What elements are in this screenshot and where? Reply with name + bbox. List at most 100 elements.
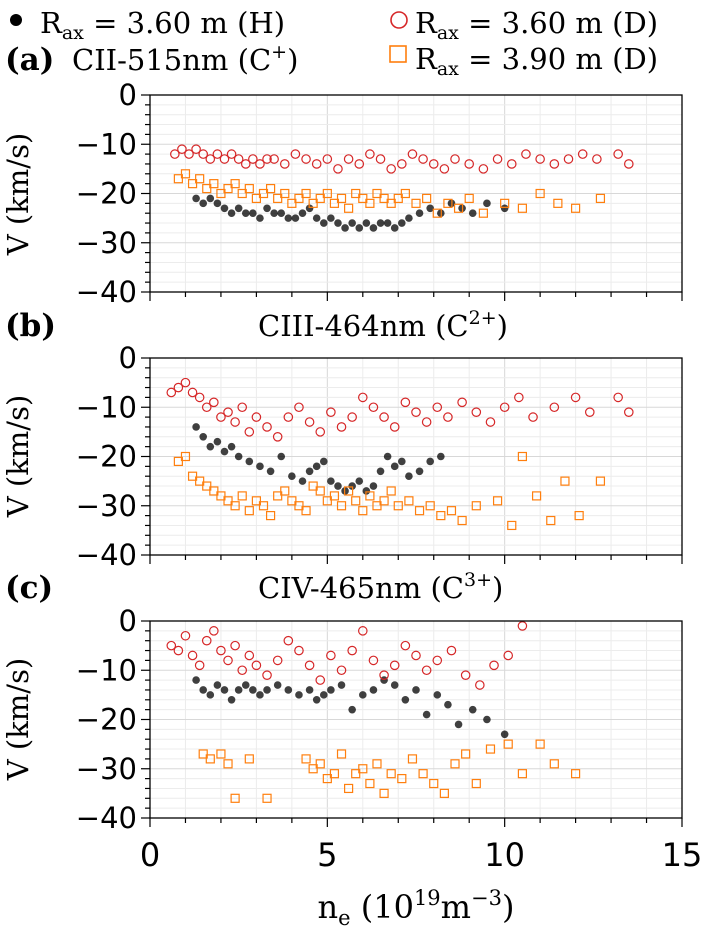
data-point-filled-circle: [483, 199, 491, 208]
data-point-filled-circle: [256, 462, 264, 471]
data-point-open-circle: [255, 159, 265, 169]
data-point-open-square: [287, 496, 297, 506]
data-point-open-square: [244, 754, 254, 764]
data-point-open-circle: [400, 397, 411, 408]
data-point-filled-circle: [256, 691, 264, 699]
legend-marker-filled-circle: [10, 14, 22, 26]
data-point-filled-circle: [369, 224, 378, 232]
data-point-open-square: [251, 496, 261, 506]
data-point-open-square: [386, 769, 396, 779]
legend-label: Rax = 3.60 m (H): [40, 6, 285, 44]
data-point-filled-circle: [334, 482, 342, 490]
data-point-open-circle: [397, 159, 407, 169]
data-point-open-circle: [521, 149, 531, 159]
y-tick-label: −10: [76, 653, 137, 687]
data-point-open-square: [358, 193, 368, 204]
data-point-open-square: [262, 793, 272, 803]
data-point-open-square: [336, 193, 347, 204]
data-point-open-circle: [216, 412, 226, 422]
data-point-open-square: [570, 203, 581, 213]
data-point-open-circle: [443, 412, 453, 422]
data-point-open-square: [187, 471, 198, 481]
data-point-filled-circle: [415, 209, 424, 217]
data-point-open-square: [308, 481, 318, 491]
data-point-open-circle: [506, 159, 517, 169]
y-tick-label: −40: [76, 801, 137, 835]
data-point-open-square: [471, 501, 481, 511]
data-point-open-circle: [184, 149, 194, 159]
data-point-open-square: [372, 759, 382, 769]
y-tick-label: −40: [76, 538, 137, 572]
data-point-filled-circle: [227, 442, 236, 451]
y-tick-label: −20: [76, 703, 137, 737]
data-point-open-square: [432, 208, 442, 218]
data-point-open-square: [531, 491, 542, 501]
data-point-filled-circle: [348, 705, 356, 714]
data-point-open-square: [411, 198, 421, 208]
data-point-open-circle: [194, 392, 205, 403]
panel-label: (c): [5, 570, 53, 606]
data-point-filled-circle: [359, 691, 367, 699]
data-point-filled-circle: [483, 715, 491, 724]
data-point-open-circle: [237, 665, 248, 676]
data-point-open-square: [301, 506, 311, 516]
data-point-filled-circle: [327, 214, 335, 222]
data-point-filled-circle: [422, 710, 431, 719]
data-point-open-circle: [471, 407, 482, 417]
data-point-open-square: [216, 749, 226, 759]
data-point-filled-circle: [468, 209, 477, 217]
data-point-open-square: [450, 759, 460, 769]
data-point-filled-circle: [234, 204, 243, 213]
data-point-open-square: [365, 491, 375, 501]
data-point-open-square: [280, 188, 290, 199]
data-point-filled-circle: [383, 219, 392, 227]
data-point-open-square: [492, 496, 503, 506]
data-point-filled-circle: [298, 477, 307, 485]
data-point-filled-circle: [412, 686, 420, 694]
legend-label: Rax = 3.60 m (D): [415, 6, 658, 44]
data-point-filled-circle: [319, 691, 328, 699]
data-point-open-circle: [411, 407, 421, 417]
y-axis-label: V (km/s): [1, 658, 35, 782]
data-point-open-circle: [262, 670, 272, 680]
data-point-open-square: [443, 198, 453, 208]
data-point-filled-circle: [192, 423, 200, 431]
panel-b: (b) CIII-464nm (C2+) V (km/s) 0 −10 −20 −30…: [1, 307, 683, 572]
data-point-open-square: [265, 183, 276, 194]
data-point-open-circle: [357, 626, 368, 636]
data-point-open-circle: [191, 144, 201, 154]
x-tick-label: 5: [317, 836, 337, 874]
data-point-open-square: [464, 193, 474, 204]
data-point-open-circle: [407, 149, 418, 159]
data-point-filled-circle: [220, 686, 229, 694]
data-point-open-circle: [336, 665, 347, 676]
data-point-open-circle: [315, 427, 326, 437]
data-point-open-circle: [226, 149, 237, 159]
data-point-open-circle: [450, 154, 460, 164]
data-point-open-circle: [237, 402, 248, 413]
data-point-open-square: [273, 491, 283, 501]
data-point-filled-circle: [273, 681, 282, 689]
data-point-open-circle: [418, 154, 428, 164]
data-point-open-circle: [230, 640, 240, 651]
data-point-open-circle: [166, 640, 177, 651]
data-point-filled-circle: [390, 462, 399, 471]
data-point-filled-circle: [305, 467, 314, 476]
data-point-filled-circle: [249, 686, 257, 694]
data-point-open-circle: [212, 149, 223, 159]
data-point-open-circle: [230, 417, 240, 427]
data-point-filled-circle: [398, 219, 406, 227]
data-point-open-circle: [368, 402, 379, 413]
data-point-filled-circle: [405, 472, 413, 481]
data-point-filled-circle: [263, 204, 271, 213]
y-tick-label: 0: [119, 78, 137, 112]
data-point-open-square: [446, 506, 457, 516]
data-point-open-circle: [475, 680, 485, 690]
data-point-open-square: [223, 183, 233, 194]
data-point-open-square: [205, 754, 215, 764]
data-point-filled-circle: [234, 686, 243, 694]
data-point-open-square: [425, 501, 435, 511]
data-point-open-circle: [464, 159, 474, 169]
data-point-filled-circle: [291, 214, 300, 222]
data-point-filled-circle: [433, 691, 442, 699]
